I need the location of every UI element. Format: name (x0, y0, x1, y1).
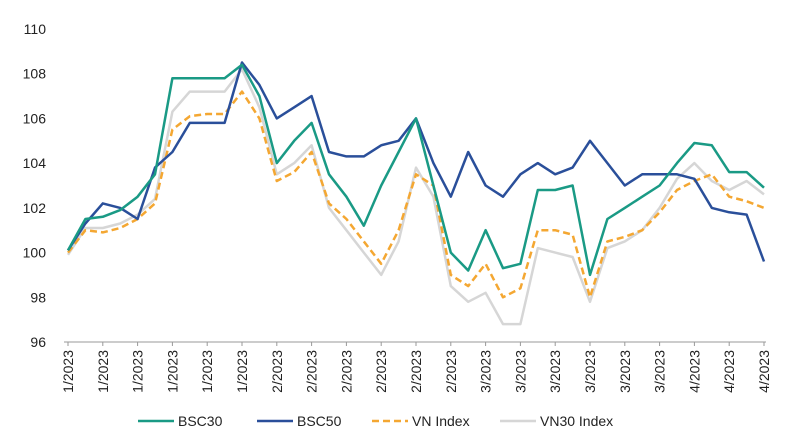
x-tick-label: 1/2023 (130, 350, 146, 393)
x-tick-label: 4/2023 (721, 350, 737, 393)
x-tick-label: 3/2023 (512, 350, 528, 393)
x-tick-label: 1/2023 (234, 350, 250, 393)
y-tick-label: 98 (30, 289, 46, 305)
x-tick-label: 3/2023 (582, 350, 598, 393)
legend-label: BSC30 (178, 413, 223, 429)
series-line (66, 63, 765, 277)
x-tick-label: 2/2023 (269, 350, 285, 393)
x-tick-label: 4/2023 (686, 350, 702, 393)
series-line (66, 61, 766, 262)
x-tick-label: 2/2023 (304, 350, 320, 393)
y-tick-label: 100 (23, 245, 47, 261)
x-tick-label: 3/2023 (652, 350, 668, 393)
legend-label: VN30 Index (540, 413, 613, 429)
y-tick-label: 96 (30, 334, 46, 350)
x-tick-label: 2/2023 (373, 350, 389, 393)
x-tick-label: 3/2023 (547, 350, 563, 393)
legend-label: BSC50 (297, 413, 342, 429)
y-tick-label: 108 (23, 66, 47, 82)
x-tick-label: 2/2023 (338, 350, 354, 393)
y-tick-label: 106 (23, 110, 47, 126)
x-tick-label: 3/2023 (478, 350, 494, 393)
y-tick-label: 104 (23, 155, 47, 171)
x-tick-label: 1/2023 (60, 350, 76, 393)
x-tick-label: 3/2023 (617, 350, 633, 393)
x-tick-label: 2/2023 (443, 350, 459, 393)
x-tick-label: 2/2023 (408, 350, 424, 393)
series-line (67, 90, 765, 299)
series-line (66, 67, 765, 326)
x-tick-label: 4/2023 (756, 350, 772, 393)
y-tick-label: 102 (23, 200, 47, 216)
y-tick-label: 110 (24, 21, 47, 37)
x-tick-label: 1/2023 (95, 350, 111, 393)
legend-label: VN Index (412, 413, 470, 429)
x-tick-label: 1/2023 (199, 350, 215, 393)
x-tick-label: 1/2023 (164, 350, 180, 393)
